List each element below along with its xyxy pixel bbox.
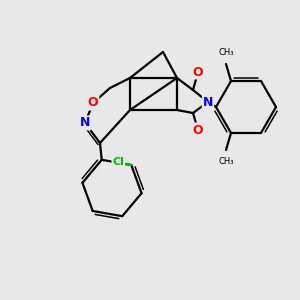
Text: N: N (203, 95, 213, 109)
Text: O: O (88, 97, 98, 110)
Text: CH₃: CH₃ (218, 157, 234, 166)
Text: CH₃: CH₃ (218, 48, 234, 57)
Text: Cl: Cl (112, 157, 124, 167)
Text: O: O (193, 124, 203, 136)
Text: N: N (80, 116, 90, 130)
Text: O: O (193, 65, 203, 79)
